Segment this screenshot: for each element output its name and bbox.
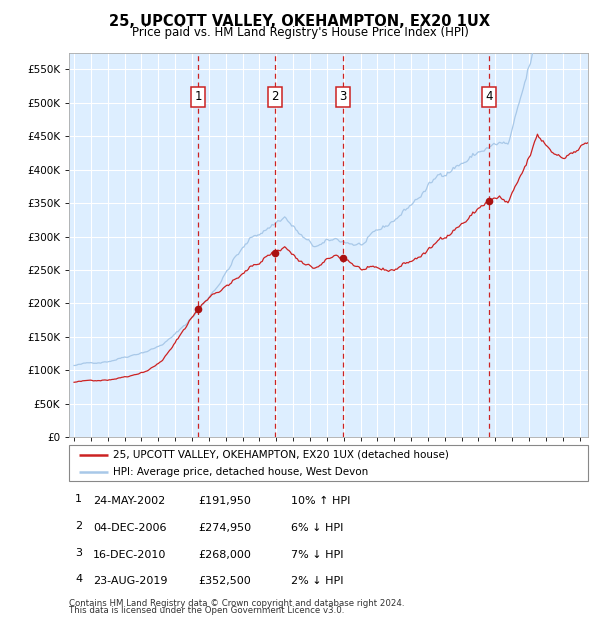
- Text: £352,500: £352,500: [198, 577, 251, 587]
- Text: 10% ↑ HPI: 10% ↑ HPI: [291, 497, 350, 507]
- Text: 3: 3: [75, 547, 82, 558]
- Text: 2% ↓ HPI: 2% ↓ HPI: [291, 577, 343, 587]
- Text: 2: 2: [75, 521, 82, 531]
- Text: HPI: Average price, detached house, West Devon: HPI: Average price, detached house, West…: [113, 466, 368, 477]
- Text: £274,950: £274,950: [198, 523, 251, 533]
- Text: 2: 2: [271, 91, 278, 104]
- Text: £191,950: £191,950: [198, 497, 251, 507]
- Text: This data is licensed under the Open Government Licence v3.0.: This data is licensed under the Open Gov…: [69, 606, 344, 615]
- Text: 23-AUG-2019: 23-AUG-2019: [93, 577, 167, 587]
- Text: 6% ↓ HPI: 6% ↓ HPI: [291, 523, 343, 533]
- Text: Price paid vs. HM Land Registry's House Price Index (HPI): Price paid vs. HM Land Registry's House …: [131, 26, 469, 39]
- Text: 25, UPCOTT VALLEY, OKEHAMPTON, EX20 1UX (detached house): 25, UPCOTT VALLEY, OKEHAMPTON, EX20 1UX …: [113, 450, 449, 459]
- Text: 7% ↓ HPI: 7% ↓ HPI: [291, 550, 343, 560]
- Text: 1: 1: [75, 494, 82, 505]
- Text: Contains HM Land Registry data © Crown copyright and database right 2024.: Contains HM Land Registry data © Crown c…: [69, 598, 404, 608]
- Text: 4: 4: [75, 574, 82, 585]
- Text: 3: 3: [340, 91, 347, 104]
- Text: 24-MAY-2002: 24-MAY-2002: [93, 497, 165, 507]
- Text: 16-DEC-2010: 16-DEC-2010: [93, 550, 166, 560]
- Text: 1: 1: [194, 91, 202, 104]
- Text: 04-DEC-2006: 04-DEC-2006: [93, 523, 167, 533]
- FancyBboxPatch shape: [69, 445, 588, 480]
- Text: 4: 4: [485, 91, 493, 104]
- Text: 25, UPCOTT VALLEY, OKEHAMPTON, EX20 1UX: 25, UPCOTT VALLEY, OKEHAMPTON, EX20 1UX: [109, 14, 491, 29]
- Text: £268,000: £268,000: [198, 550, 251, 560]
